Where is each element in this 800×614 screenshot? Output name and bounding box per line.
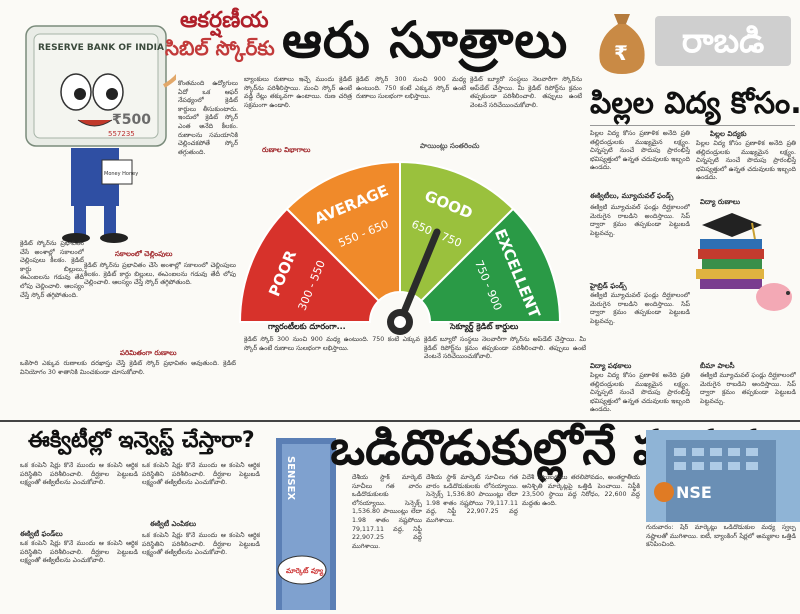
equity-headline: ఈక్విటీల్లో ఇన్వెస్ట్ చేస్తారా? — [28, 428, 255, 453]
left-column-side: క్రెడిట్ స్కోర్‌ను ప్రభావితం చేసే అంశాల్… — [20, 240, 84, 310]
section-divider — [0, 420, 800, 422]
banknote-mascot-illustration: RESERVE BANK OF INDIA ₹500 557235 Money … — [25, 25, 176, 243]
right-panel-col1-top: పిల్లల విద్య కోసం ప్రణాళిక అనేది ప్రతి త… — [590, 130, 690, 188]
market-column-1: దేశీయ స్టాక్ మార్కెట్ సూచీలు గత వారం ఒడి… — [352, 474, 422, 610]
right-panel-title: పిల్లల విద్య కోసం.. — [590, 86, 800, 121]
center-top-text: బ్యాంకులు రుణాలు ఇచ్చే ముందు క్రెడిట్ స్… — [244, 76, 352, 109]
note-serial: 557235 — [108, 130, 135, 138]
right-subhead-4: హైబ్రిడ్ ఫండ్స్ — [590, 282, 627, 290]
right-panel-scheme-text: పిల్లల విద్య కోసం ప్రణాళిక అనేది ప్రతి త… — [590, 372, 690, 414]
market-col1-text: దేశీయ స్టాక్ మార్కెట్ సూచీలు గత వారం ఒడి… — [352, 474, 422, 550]
equity-col4-text: ఒక కంపెనీ షేర్లు కొనే ముందు ఆ కంపెనీ ఆర్… — [142, 532, 260, 557]
right-text-column-top: క్రెడిట్ బ్యూరో సంస్థలు నెలవారీగా స్కోర్… — [470, 76, 582, 140]
gauge-top-caption: పాయింట్లు సంతరించు — [420, 142, 480, 150]
right-panel-col1-mid: ఈక్విటీ మ్యూచువల్ ఫండ్లు దీర్ఘకాలంలో మెర… — [590, 204, 690, 280]
left-column-bottom: ఒకేసారి ఎక్కువ రుణాలకు దరఖాస్తు చేస్తే క… — [20, 360, 236, 416]
market-view-badge: మార్కెట్ వ్యూ — [286, 566, 324, 576]
nse-building-photo: NSE — [646, 430, 800, 522]
left-bottom-text: ఒకేసారి ఎక్కువ రుణాలకు దరఖాస్తు చేస్తే క… — [20, 360, 236, 376]
center-column-mid: క్రెడిట్ స్కోర్ 300 నుంచి 900 మధ్య ఉంటుం… — [356, 76, 466, 138]
right-panel-equity-text: ఈక్విటీ మ్యూచువల్ ఫండ్లు దీర్ఘకాలంలో మెర… — [590, 204, 690, 237]
nse-column: గురువారం: షేర్ మార్కెట్లు ఒడిదొడుకుల మధ్… — [646, 524, 796, 610]
market-col2-text: దేశీయ స్టాక్ మార్కెట్ సూచీలు గత వారం ఒడి… — [426, 474, 518, 524]
equity-column-1: ఒక కంపెనీ షేర్లు కొనే ముందు ఆ కంపెనీ ఆర్… — [20, 462, 138, 514]
right-panel-insurance-text: ఈక్విటీ మ్యూచువల్ ఫండ్లు దీర్ఘకాలంలో మెర… — [700, 372, 796, 405]
gauge-segment-good — [399, 160, 515, 303]
note-denomination: ₹500 — [112, 112, 151, 128]
market-column-2: దేశీయ స్టాక్ మార్కెట్ సూచీలు గత వారం ఒడి… — [426, 474, 518, 610]
right-subhead-6: బీమా పాలసీ — [700, 362, 735, 370]
books-piggybank-illustration — [696, 213, 792, 311]
left-column-body: క్రెడిట్ స్కోర్‌ను ప్రభావితం చేసే అంశాల్… — [84, 262, 236, 346]
left-side-text: క్రెడిట్ స్కోర్‌ను ప్రభావితం చేసే అంశాల్… — [20, 240, 84, 299]
equity-column-2: ఒక కంపెనీ షేర్లు కొనే ముందు ఆ కంపెనీ ఆర్… — [142, 462, 260, 518]
gauge-segment-poor — [238, 207, 381, 323]
equity-intro-text: ఒక కంపెనీ షేర్లు కొనే ముందు ఆ కంపెనీ ఆర్… — [20, 462, 138, 487]
center-column-top: బ్యాంకులు రుణాలు ఇచ్చే ముందు క్రెడిట్ స్… — [244, 76, 352, 146]
center-mid-text: క్రెడిట్ స్కోర్ 300 నుంచి 900 మధ్య ఉంటుం… — [356, 76, 466, 101]
left-intro-text: కొంతమంది ఉద్యోగులు ఏదో ఒక ఆఫర్ నేపథ్యంలో… — [178, 80, 238, 156]
right-subhead-2: ఈక్విటీలు, మ్యూచువల్ ఫండ్స్ — [590, 192, 674, 200]
right-text-bottom: క్రెడిట్ బ్యూరో సంస్థలు నెలవారీగా స్కోర్… — [424, 336, 586, 361]
center-column-bottom: క్రెడిట్ స్కోర్ 300 నుంచి 900 మధ్య ఉంటుం… — [244, 336, 420, 416]
equity-subhead-2: ఈక్విటీ ఫండ్‌లు — [20, 530, 63, 538]
note-bank-text: RESERVE BANK OF INDIA — [38, 43, 164, 53]
right-text-top: క్రెడిట్ బ్యూరో సంస్థలు నెలవారీగా స్కోర్… — [470, 76, 582, 109]
gauge-segment-excellent — [419, 207, 562, 323]
right-panel-col1-bottom: పిల్లల విద్య కోసం ప్రణాళిక అనేది ప్రతి త… — [590, 372, 690, 416]
equity-column-4: ఒక కంపెనీ షేర్లు కొనే ముందు ఆ కంపెనీ ఆర్… — [142, 532, 260, 610]
gauge-caption-left: గ్యారంటీలకు దూరంగా... — [268, 322, 346, 331]
right-panel-col2-text: పిల్లల విద్య కోసం ప్రణాళిక అనేది ప్రతి త… — [696, 140, 796, 182]
gauge-needle — [396, 228, 441, 326]
center-bottom-text: క్రెడిట్ స్కోర్ 300 నుంచి 900 మధ్య ఉంటుం… — [244, 336, 420, 352]
nse-label: NSE — [676, 483, 712, 502]
right-subhead-1: పిల్లల విద్యకు — [710, 130, 747, 138]
center-subhead-1: రుణాల విభాగాలు — [262, 146, 311, 154]
equity-col2-text: ఒక కంపెనీ షేర్లు కొనే ముందు ఆ కంపెనీ ఆర్… — [142, 462, 260, 487]
gauge-caption-right: సెక్యూర్డ్ క్రెడిట్ కార్డులు — [450, 322, 519, 331]
right-panel-col2-top: పిల్లల విద్య కోసం ప్రణాళిక అనేది ప్రతి త… — [696, 140, 796, 200]
market-col3-text: విదేశీ పెట్టుబడులు తరలిపోవడం, అంతర్జాతీయ… — [522, 474, 640, 507]
right-subhead-5: విద్యా పథకాలు — [590, 362, 632, 370]
equity-col3-text: ఒక కంపెనీ షేర్లు కొనే ముందు ఆ కంపెనీ ఆర్… — [20, 540, 138, 565]
money-honey-badge: Money Honey — [104, 171, 138, 177]
headline-kicker-line1: ఆకర్షణీయ — [180, 8, 269, 33]
sensex-label: SENSEX — [285, 456, 296, 500]
money-bag-icon: ₹ — [599, 14, 645, 74]
right-panel-col2-bottom: ఈక్విటీ మ్యూచువల్ ఫండ్లు దీర్ఘకాలంలో మెర… — [700, 372, 796, 416]
left-column-top: కొంతమంది ఉద్యోగులు ఏదో ఒక ఆఫర్ నేపథ్యంలో… — [178, 80, 238, 210]
market-column-3: విదేశీ పెట్టుబడులు తరలిపోవడం, అంతర్జాతీయ… — [522, 474, 640, 610]
svg-text:₹: ₹ — [614, 41, 628, 65]
right-panel-col1-lower: ఈక్విటీ మ్యూచువల్ ఫండ్లు దీర్ఘకాలంలో మెర… — [590, 292, 690, 362]
right-panel-hybrid-text: ఈక్విటీ మ్యూచువల్ ఫండ్లు దీర్ఘకాలంలో మెర… — [590, 292, 690, 325]
left-subhead-1: సకాలంలో చెల్లింపులు — [115, 250, 173, 258]
section-brand-badge: రాబడి — [655, 16, 791, 66]
nse-text: గురువారం: షేర్ మార్కెట్లు ఒడిదొడుకుల మధ్… — [646, 524, 796, 549]
equity-column-3: ఒక కంపెనీ షేర్లు కొనే ముందు ఆ కంపెనీ ఆర్… — [20, 540, 138, 610]
right-text-column-bottom: క్రెడిట్ బ్యూరో సంస్థలు నెలవారీగా స్కోర్… — [424, 336, 586, 416]
left-subhead-2: పరిమితంగా రుణాలు — [120, 349, 177, 357]
right-panel-intro: పిల్లల విద్య కోసం ప్రణాళిక అనేది ప్రతి త… — [590, 130, 690, 172]
sensex-building-illustration: SENSEX మార్కెట్ వ్యూ — [276, 438, 336, 610]
right-subhead-3: విద్యా రుణాలు — [700, 198, 741, 206]
right-title-rule — [590, 125, 795, 126]
headline-title: ఆరు సూత్రాలు — [282, 10, 569, 69]
gauge-segment-average — [285, 160, 401, 303]
headline-kicker-line2: సిబిల్ స్కోర్‌కు — [165, 36, 275, 60]
equity-subhead-1: ఈక్విటీ ఎంపికలు — [150, 520, 197, 528]
left-body-text: క్రెడిట్ స్కోర్‌ను ప్రభావితం చేసే అంశాల్… — [84, 262, 236, 287]
